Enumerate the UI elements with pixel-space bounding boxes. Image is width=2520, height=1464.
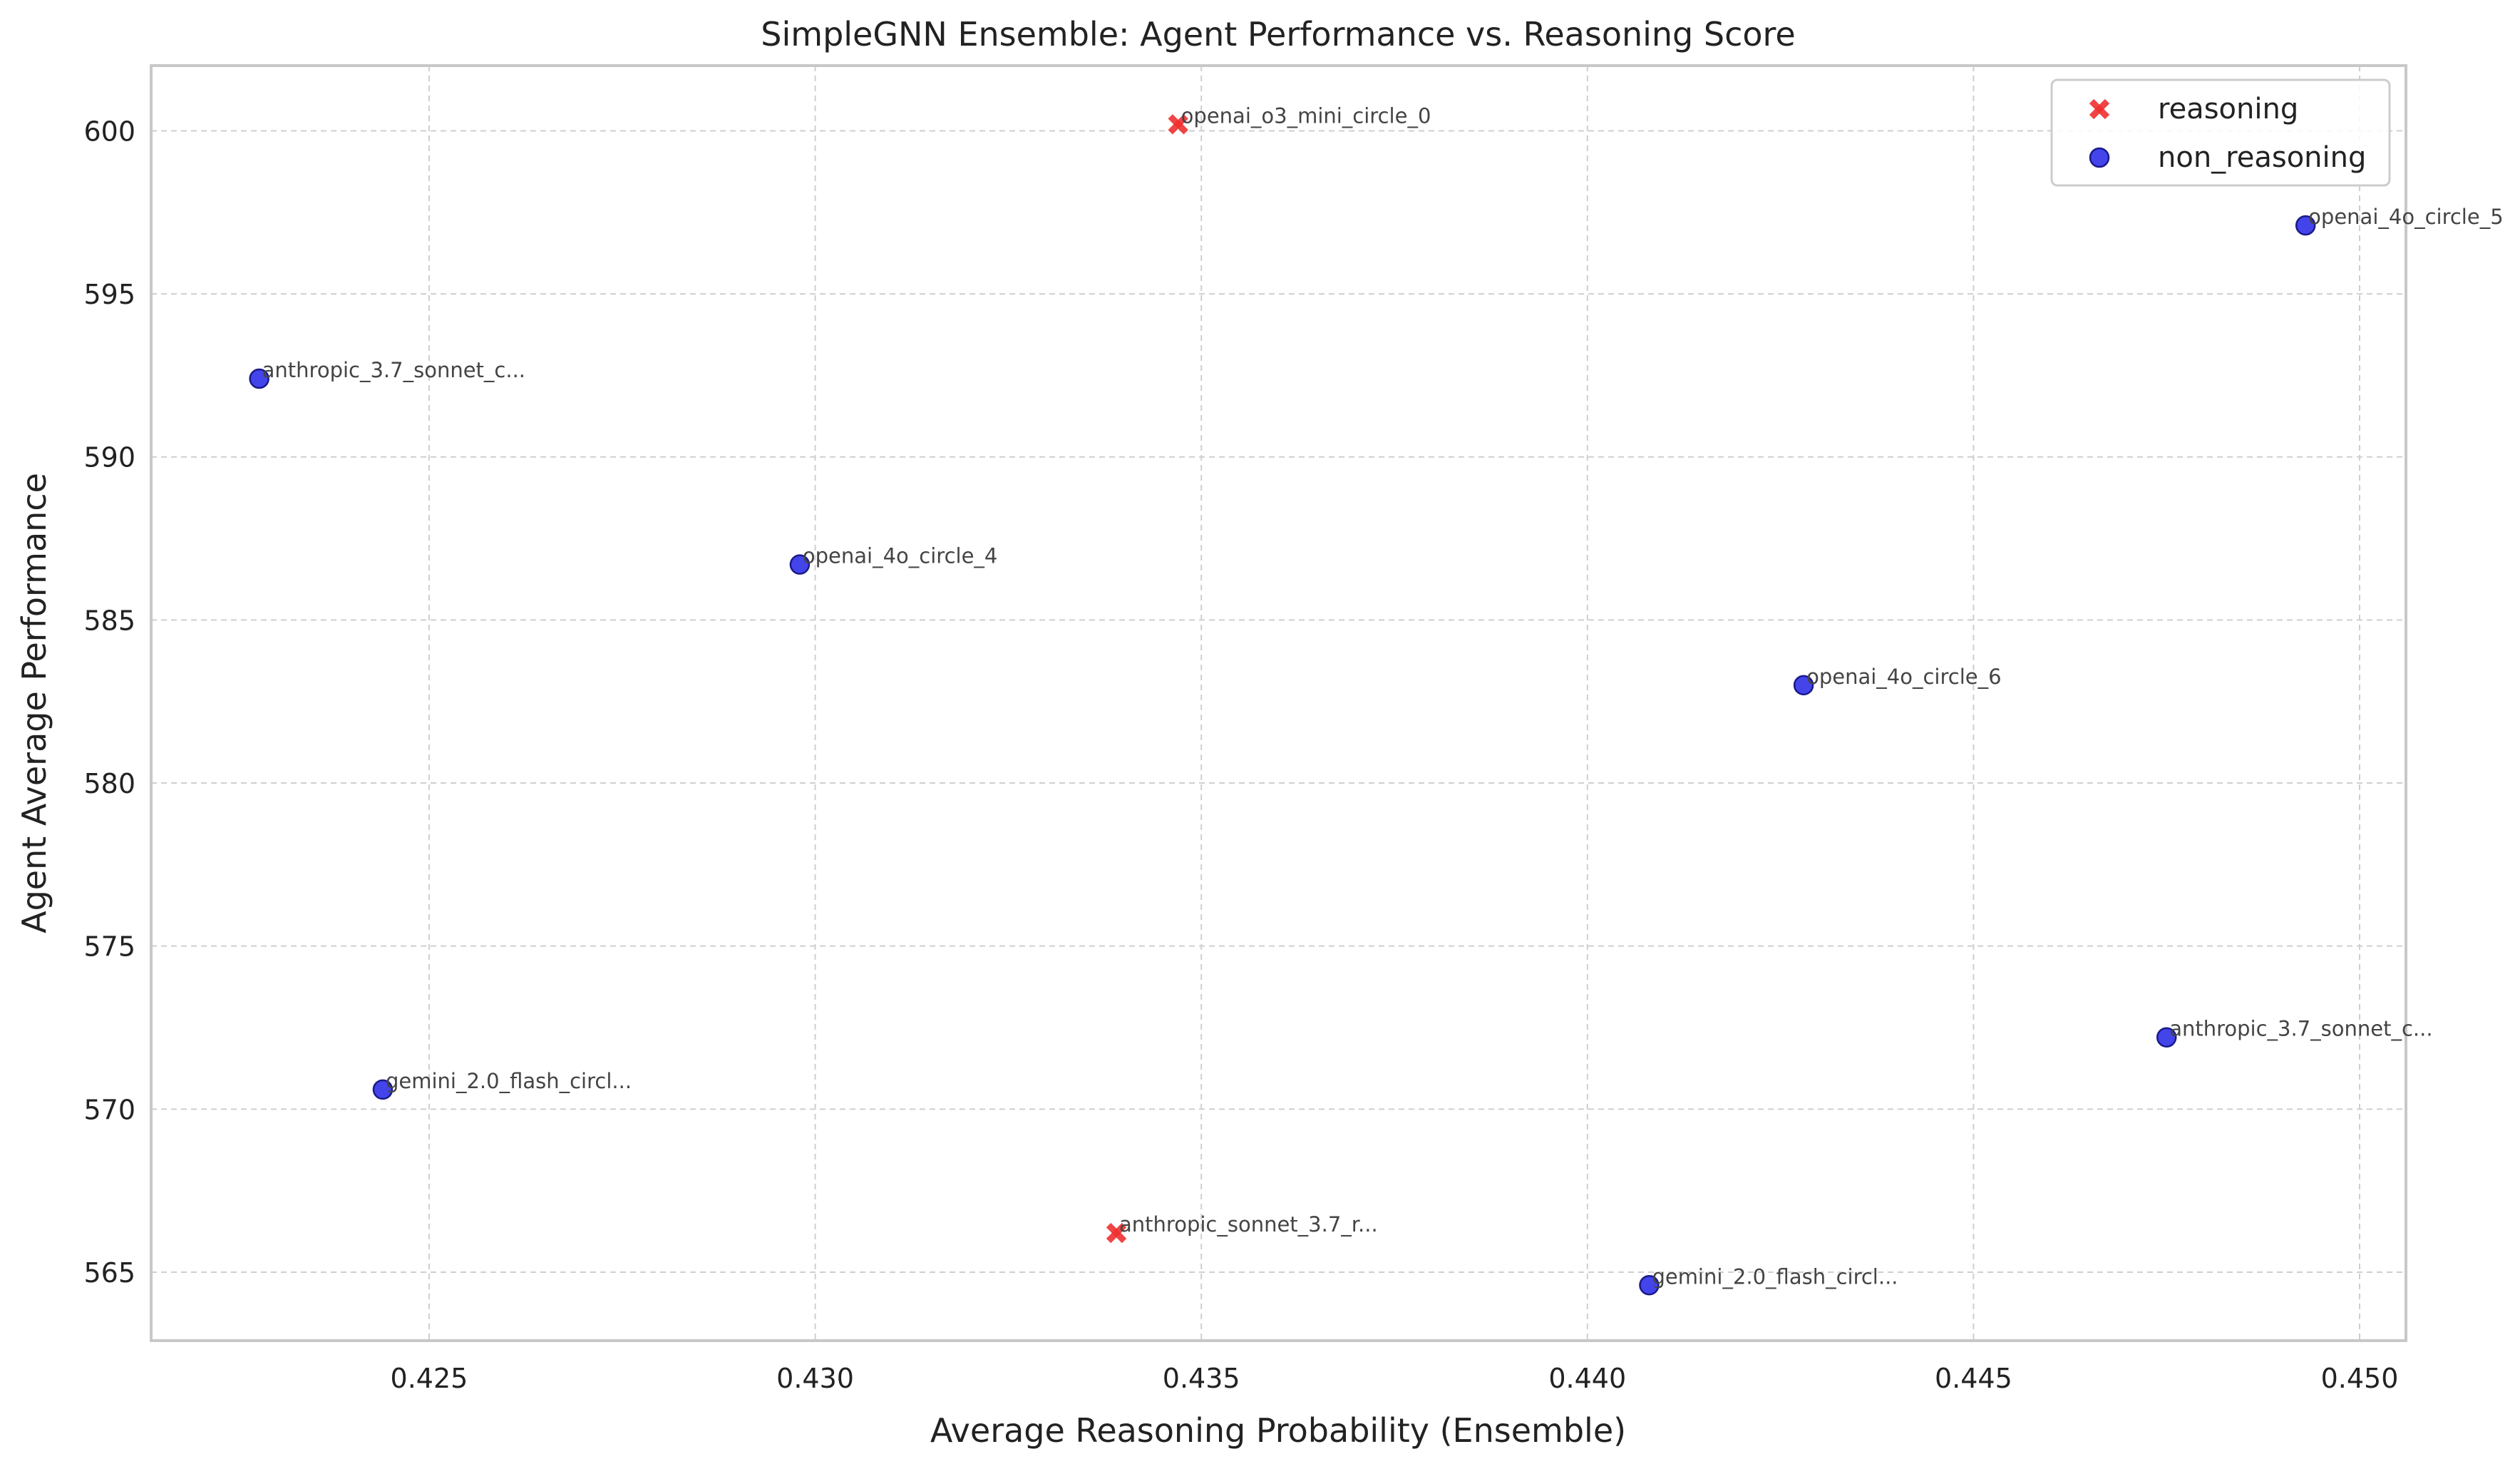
y-tick-label: 600	[83, 116, 135, 147]
x-tick-label: 0.445	[1935, 1363, 2012, 1394]
legend: reasoning non_reasoning	[2050, 78, 2391, 187]
legend-circle-marker	[2089, 147, 2110, 168]
y-axis-title: Agent Average Performance	[15, 473, 53, 933]
x-tick-label: 0.435	[1163, 1363, 1240, 1394]
non-reasoning-point	[2295, 215, 2316, 236]
reasoning-point	[1168, 114, 1188, 135]
x-tick-label: 0.440	[1548, 1363, 1626, 1394]
x-tick-label: 0.425	[391, 1363, 468, 1394]
legend-label-reasoning: reasoning	[2158, 93, 2298, 126]
point-label: openai_4o_circle_6	[1806, 665, 2001, 689]
point-label: openai_4o_circle_5	[2308, 205, 2503, 229]
non-reasoning-point	[1793, 675, 1814, 696]
non-reasoning-point	[2156, 1027, 2177, 1048]
legend-label-non-reasoning: non_reasoning	[2158, 141, 2366, 174]
x-marker-stroke	[1168, 114, 1188, 135]
grid-lines	[151, 66, 2406, 1341]
point-label: openai_4o_circle_4	[803, 544, 997, 568]
non-reasoning-point	[249, 368, 269, 389]
legend-marker-reasoning	[2089, 98, 2110, 120]
chart-title: SimpleGNN Ensemble: Agent Performance vs…	[761, 15, 1795, 53]
reasoning-point	[1106, 1222, 1127, 1244]
y-tick-label: 580	[83, 768, 135, 799]
y-tick-label: 570	[83, 1094, 135, 1125]
x-axis-title: Average Reasoning Probability (Ensemble)	[930, 1411, 1626, 1450]
non-reasoning-point	[372, 1079, 394, 1100]
legend-x-marker	[2089, 98, 2110, 120]
y-tick-label: 575	[83, 931, 135, 963]
x-marker-stroke	[1106, 1222, 1127, 1244]
point-label: gemini_2.0_flash_circl...	[386, 1069, 632, 1093]
non-reasoning-point	[1639, 1275, 1660, 1296]
point-label: anthropic_3.7_sonnet_c...	[262, 358, 525, 382]
y-tick-label: 590	[83, 442, 135, 474]
point-labels: openai_o3_mini_circle_0 anthropic_sonnet_…	[262, 103, 2504, 1289]
legend-marker-non-reasoning	[2089, 147, 2110, 168]
point-label: gemini_2.0_flash_circl...	[1652, 1264, 1898, 1289]
point-label: anthropic_sonnet_3.7_r...	[1119, 1212, 1378, 1237]
point-label: anthropic_3.7_sonnet_c...	[2169, 1017, 2432, 1041]
non-reasoning-point	[789, 554, 811, 575]
legend-box	[2050, 78, 2391, 187]
plot-frame	[150, 64, 2407, 1342]
axis-ticks: 0.425 0.430 0.435 0.440 0.445 0.450 565 570 575 5…	[83, 116, 2398, 1394]
y-tick-label: 595	[83, 279, 135, 310]
x-tick-label: 0.450	[2321, 1363, 2399, 1394]
x-marker-stroke	[2089, 98, 2110, 120]
data-points	[249, 114, 2316, 1296]
point-label: openai_o3_mini_circle_0	[1181, 103, 1431, 128]
x-tick-label: 0.430	[776, 1363, 854, 1394]
y-tick-label: 585	[83, 605, 135, 636]
y-tick-label: 565	[83, 1257, 135, 1289]
